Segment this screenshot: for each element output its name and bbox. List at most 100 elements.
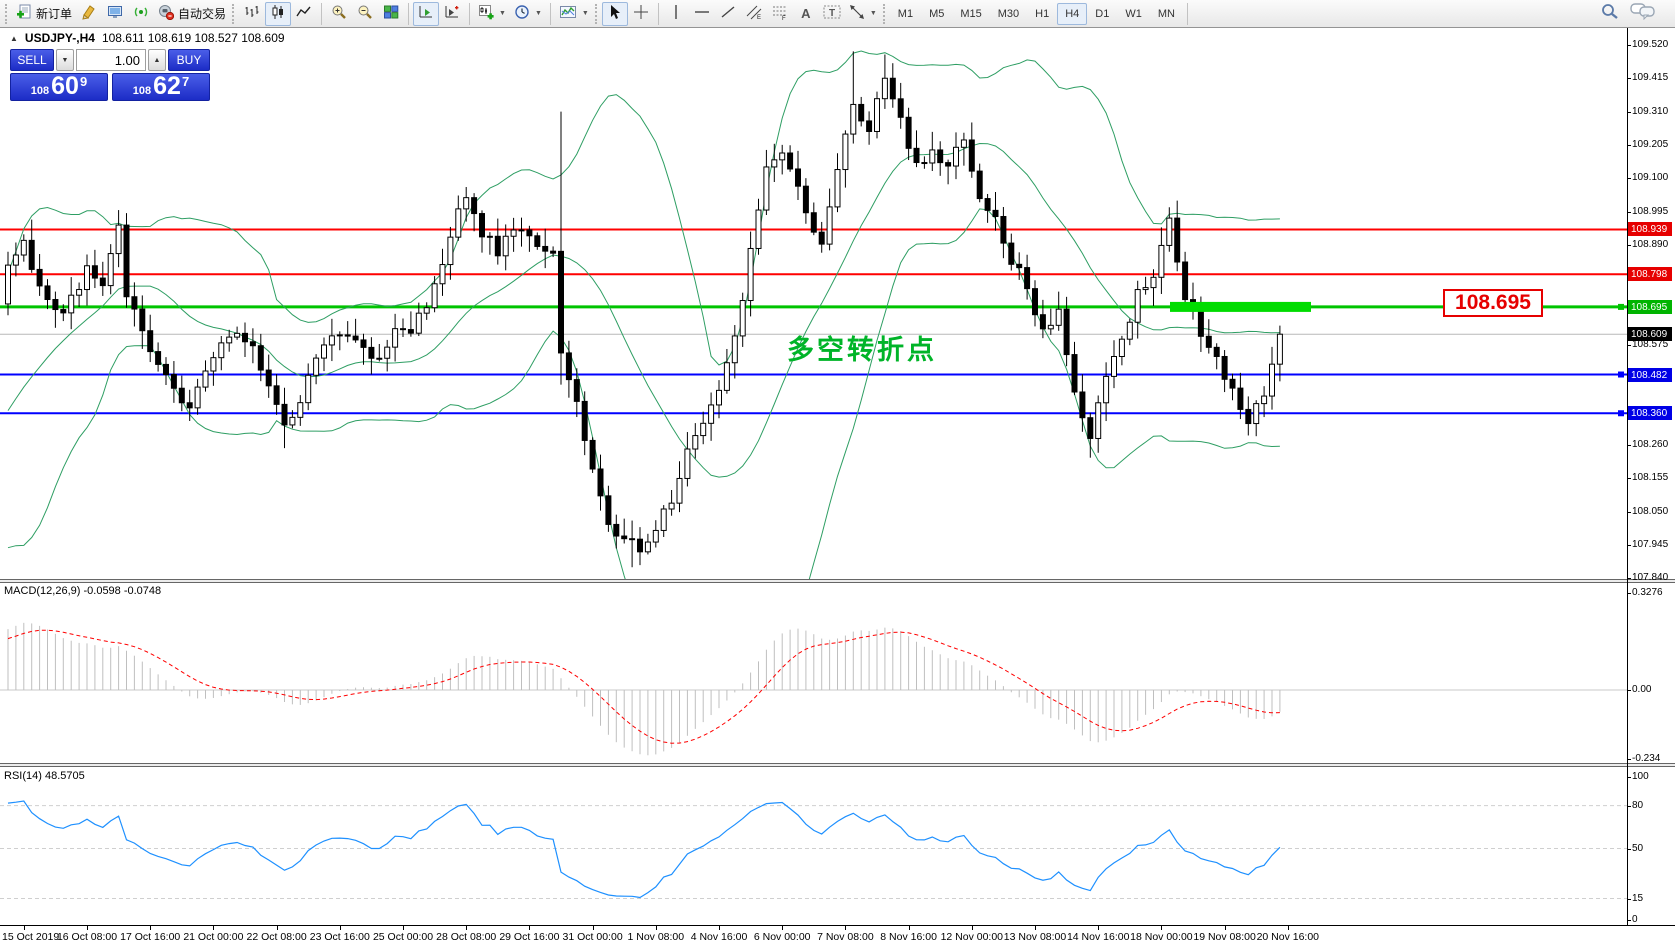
volume-input[interactable] — [76, 49, 146, 71]
trend-highlight-segment — [1170, 301, 1311, 312]
bollinger-upper — [7, 50, 1280, 366]
time-label: 7 Nov 08:00 — [817, 931, 874, 943]
chat-icon[interactable] — [1630, 2, 1656, 25]
crosshair-button[interactable] — [628, 2, 654, 26]
trendline-button[interactable] — [715, 2, 741, 26]
timeframe-h1[interactable]: H1 — [1035, 7, 1050, 20]
main-chart-svg[interactable] — [0, 28, 1627, 580]
axis-tick — [1627, 345, 1631, 346]
chevron-down-icon: ▼ — [581, 10, 589, 17]
timeframe-m30[interactable]: M30 — [997, 7, 1020, 20]
axis-tick — [1627, 112, 1631, 113]
timeframe-m5[interactable]: M5 — [929, 7, 945, 20]
time-tick — [592, 926, 594, 930]
svg-text:F: F — [782, 16, 786, 20]
macd-panel-svg[interactable] — [0, 583, 1627, 763]
vertical-line-button[interactable] — [663, 2, 689, 26]
signals-button[interactable] — [128, 2, 154, 26]
time-tick — [466, 926, 468, 930]
axis-tick — [1627, 690, 1631, 691]
buy-price-sup: 7 — [181, 74, 190, 89]
timeframe-m1[interactable]: M1 — [897, 7, 914, 20]
zoom-in-button[interactable] — [326, 2, 352, 26]
time-tick — [213, 926, 215, 930]
fibonacci-button[interactable]: F — [767, 2, 793, 26]
shift-chart-button[interactable] — [439, 2, 465, 26]
collapse-panel-icon[interactable]: ▲ — [10, 33, 18, 43]
cursor-button[interactable] — [601, 1, 628, 26]
timeframe-mn[interactable]: MN — [1157, 7, 1175, 20]
volume-down-button[interactable]: ▼ — [56, 49, 74, 71]
axis-tick — [1627, 45, 1631, 46]
zoom-out-button[interactable] — [352, 2, 378, 26]
toolbar-separator — [321, 2, 323, 25]
price-callout-box[interactable]: 108.695 — [1443, 289, 1543, 317]
cursor-icon — [608, 4, 622, 23]
zoom-out-icon — [357, 4, 373, 23]
horizontal-line-button[interactable] — [689, 2, 715, 26]
autotrading-label: 自动交易 — [178, 7, 227, 21]
signals-icon — [133, 4, 149, 23]
equidistant-channel-button[interactable]: E — [741, 2, 767, 26]
terminal-button[interactable] — [102, 2, 128, 26]
indicators-button[interactable]: ▼ — [555, 2, 593, 26]
toolbar-grip[interactable] — [5, 3, 8, 24]
indicator-window-separator[interactable] — [0, 763, 1675, 767]
profiles-button[interactable]: ▼ — [510, 2, 546, 26]
time-label: 8 Nov 16:00 — [880, 931, 937, 943]
time-tick — [87, 926, 88, 930]
macd-signal-line — [7, 629, 1280, 744]
toolbar-grip[interactable] — [882, 3, 886, 24]
timeframe-m15[interactable]: M15 — [960, 7, 982, 20]
tile-windows-button[interactable] — [378, 2, 404, 26]
chart-title: ▲ USDJPY-,H4 108.611 108.619 108.527 108… — [10, 31, 285, 45]
buy-price[interactable]: 108 62 7 — [112, 73, 210, 101]
timeframe-d1[interactable]: D1 — [1095, 7, 1110, 20]
zoom-in-icon — [331, 4, 347, 23]
toolbar-grip[interactable] — [232, 3, 235, 24]
new-order-button[interactable]: 新订单 — [12, 2, 76, 26]
timeframe-h4[interactable]: H4 — [1057, 2, 1088, 25]
indicator-window-separator[interactable] — [0, 579, 1675, 583]
chart-bars-button[interactable] — [239, 2, 265, 26]
buy-button[interactable]: BUY — [168, 49, 210, 71]
bar-chart-icon — [244, 4, 260, 23]
candlestick-chart-icon — [270, 4, 286, 23]
timeframe-w1[interactable]: W1 — [1125, 7, 1142, 20]
rsi-panel-svg[interactable] — [0, 767, 1627, 925]
time-label: 6 Nov 00:00 — [753, 931, 811, 943]
rsi-line — [7, 800, 1281, 899]
time-label: 22 Oct 08:00 — [246, 931, 307, 943]
toolbar-grip[interactable] — [594, 3, 598, 24]
text-icon: A — [801, 6, 811, 21]
autotrading-button[interactable]: 自动交易 — [154, 2, 230, 26]
chevron-down-icon: ▼ — [869, 10, 877, 17]
metaeditor-button[interactable] — [76, 2, 102, 26]
chart-candles-button[interactable] — [265, 1, 292, 26]
search-icon[interactable] — [1600, 2, 1620, 25]
chart-line-button[interactable] — [291, 2, 317, 26]
time-axis[interactable]: 15 Oct 2019 16 Oct 08:00 17 Oct 16:00 21 Oc… — [0, 925, 1675, 948]
axis-tick — [1627, 920, 1631, 921]
sell-button[interactable]: SELL — [10, 49, 54, 71]
axis-tick-label: 108.890 — [1632, 239, 1669, 250]
sell-price[interactable]: 108 60 9 — [10, 73, 108, 101]
chart-note-text[interactable]: 多空转折点 — [787, 335, 937, 365]
time-label: 31 Oct 00:00 — [562, 931, 623, 943]
volume-up-button[interactable]: ▲ — [148, 49, 166, 71]
shift-chart-icon — [444, 4, 460, 23]
arrows-button[interactable]: ▼ — [845, 2, 881, 26]
buy-price-prefix: 108 — [132, 85, 152, 97]
autoscroll-button[interactable] — [413, 1, 440, 26]
bollinger-lower — [7, 208, 1280, 580]
text-button[interactable]: A — [793, 2, 819, 26]
new-chart-button[interactable]: ▼ — [474, 2, 510, 26]
axis-tick-label: 108.155 — [1632, 472, 1669, 483]
buy-price-big: 62 — [153, 72, 181, 100]
time-tick — [1098, 926, 1100, 930]
time-label: 29 Oct 16:00 — [499, 931, 560, 943]
time-label: 20 Nov 16:00 — [1256, 931, 1320, 943]
text-label-button[interactable]: T — [819, 2, 845, 26]
crosshair-icon — [633, 4, 649, 23]
